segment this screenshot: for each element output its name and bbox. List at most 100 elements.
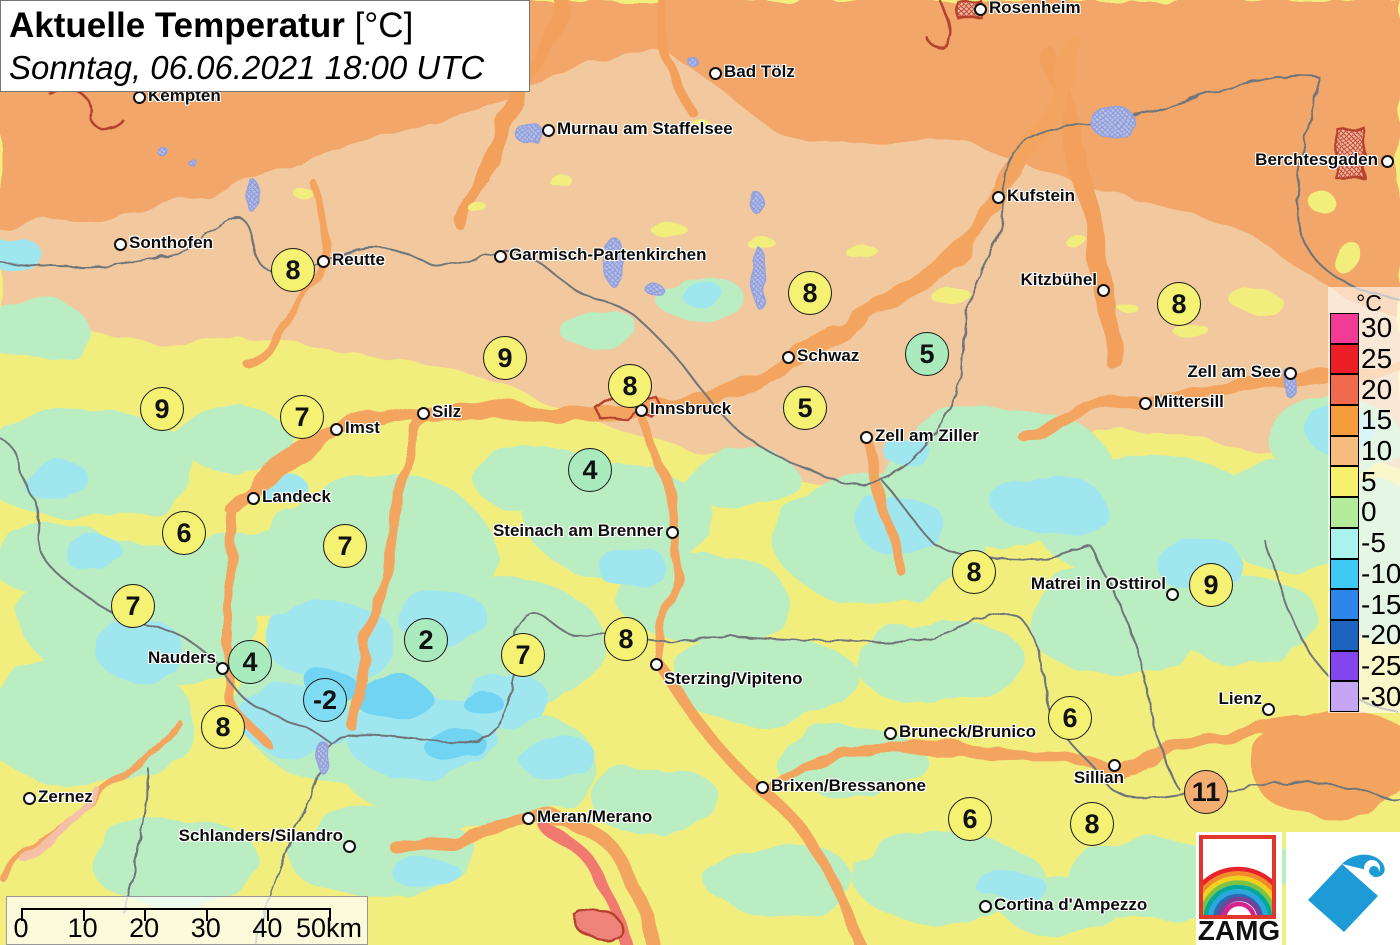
legend-value-label: 20 (1361, 373, 1393, 405)
city-dot (755, 780, 769, 794)
city-dot (22, 791, 36, 805)
temperature-station: 4 (568, 448, 612, 492)
scalebar-label: 20 (129, 913, 160, 943)
city-dot (1283, 366, 1297, 380)
legend-value-label: 5 (1361, 465, 1377, 497)
city-dot (708, 66, 722, 80)
legend-color-swatch (1330, 374, 1359, 406)
scalebar-label: 10 (67, 913, 98, 943)
city-label: Brixen/Bressanone (771, 776, 926, 795)
legend-entries: 30 25 20 15 10 5 0 -5 -10 -15 -20 -25 -30 (1330, 313, 1400, 712)
legend-entry: 5 (1330, 465, 1400, 498)
legend-entry: -15 (1330, 589, 1400, 620)
legend-value-label: 0 (1361, 496, 1377, 528)
legend-value-label: -10 (1361, 557, 1400, 589)
city-dot (416, 406, 430, 420)
title-subtitle: Sonntag, 06.06.2021 18:00 UTC (9, 49, 485, 86)
scalebar-tick (21, 908, 23, 921)
city-dot (1165, 587, 1179, 601)
city-dot (665, 525, 679, 539)
city-label: Mittersill (1154, 392, 1224, 411)
legend-value-label: 25 (1361, 343, 1393, 375)
temperature-station: 6 (948, 797, 992, 841)
temperature-station: 7 (111, 584, 155, 628)
city-dot (329, 422, 343, 436)
city-label: Zernez (38, 787, 93, 806)
city-label: Garmisch-Partenkirchen (509, 245, 707, 264)
legend-color-swatch (1330, 619, 1359, 651)
temperature-station: 7 (501, 633, 545, 677)
city-dot (991, 190, 1005, 204)
legend-value-label: -5 (1361, 527, 1386, 559)
city-dot (246, 491, 260, 505)
legend-color-swatch (1330, 589, 1359, 620)
city-label: Nauders (147, 648, 216, 667)
city-dot (521, 811, 535, 825)
legend-entry: -20 (1330, 620, 1400, 651)
city-label: Sonthofen (129, 233, 214, 252)
scalebar-label: 50km (295, 913, 363, 943)
temperature-station: 4 (228, 640, 272, 684)
temperature-station: 11 (1184, 770, 1228, 814)
city-boundaries (49, 0, 1366, 942)
temperature-station: 8 (608, 364, 652, 408)
scalebar: 0 10 20 30 40 50km (6, 896, 368, 945)
zamg-logo-text: ZAMG (1197, 915, 1281, 945)
legend-value-label: -25 (1361, 649, 1400, 681)
temperature-station: 2 (404, 618, 448, 662)
city-label: Bad Tölz (724, 62, 795, 81)
city-label: Steinach am Brenner (492, 521, 663, 540)
legend-color-swatch (1330, 405, 1359, 436)
city-label: Innsbruck (650, 399, 732, 418)
legend-color-swatch (1330, 497, 1359, 528)
city-dot (1380, 154, 1394, 168)
temperature-station: 6 (162, 511, 206, 555)
zamg-rainbow-icon (1199, 835, 1276, 919)
scalebar-label: 40 (252, 913, 283, 943)
legend-color-swatch (1330, 343, 1359, 375)
legend-value-label: -15 (1361, 588, 1400, 620)
legend-value-label: 30 (1361, 312, 1393, 344)
city-label: Lienz (1218, 689, 1262, 708)
city-label: Sterzing/Vipiteno (664, 669, 803, 688)
city-label: Zell am Ziller (875, 426, 979, 445)
city-dot (1138, 396, 1152, 410)
scalebar-line (21, 908, 329, 910)
city-label: Matrei in Osttirol (1030, 574, 1166, 593)
city-label: Kufstein (1007, 186, 1075, 205)
legend-color-swatch (1330, 466, 1359, 498)
city-dot (316, 254, 330, 268)
legend-value-label: -30 (1361, 680, 1400, 712)
city-dot (215, 661, 229, 675)
scalebar-label: 30 (190, 913, 221, 943)
tirol-eagle-icon (1308, 854, 1385, 932)
temperature-station: 8 (952, 550, 996, 594)
city-dot (541, 123, 555, 137)
city-label: Silz (432, 402, 462, 421)
city-label: Sillian (1073, 768, 1124, 787)
city-dot (132, 90, 146, 104)
city-label: Zell am See (1187, 362, 1281, 381)
temperature-station: 7 (323, 524, 367, 568)
temperature-station: 5 (783, 386, 827, 430)
city-label: Berchtesgaden (1255, 150, 1378, 169)
title-text: Aktuelle Temperatur (9, 6, 345, 45)
temperature-station: 9 (1189, 563, 1233, 607)
legend-entry: 0 (1330, 497, 1400, 528)
legend-color-swatch (1330, 435, 1359, 467)
temperature-station: 9 (140, 387, 184, 431)
temperature-station: 8 (1157, 282, 1201, 326)
city-label: Landeck (262, 487, 331, 506)
city-dot (649, 657, 663, 671)
zamg-logo: ZAMG (1196, 832, 1282, 945)
temperature-station: 9 (483, 336, 527, 380)
scalebar-tick (267, 908, 270, 921)
scalebar-label: 0 (13, 913, 29, 943)
city-dot (1096, 283, 1110, 297)
scalebar-tick (144, 908, 147, 921)
legend-color-swatch (1330, 681, 1359, 712)
city-label: Kitzbühel (1020, 270, 1098, 289)
legend-value-label: 15 (1361, 404, 1393, 436)
legend-entry: -25 (1330, 649, 1400, 682)
